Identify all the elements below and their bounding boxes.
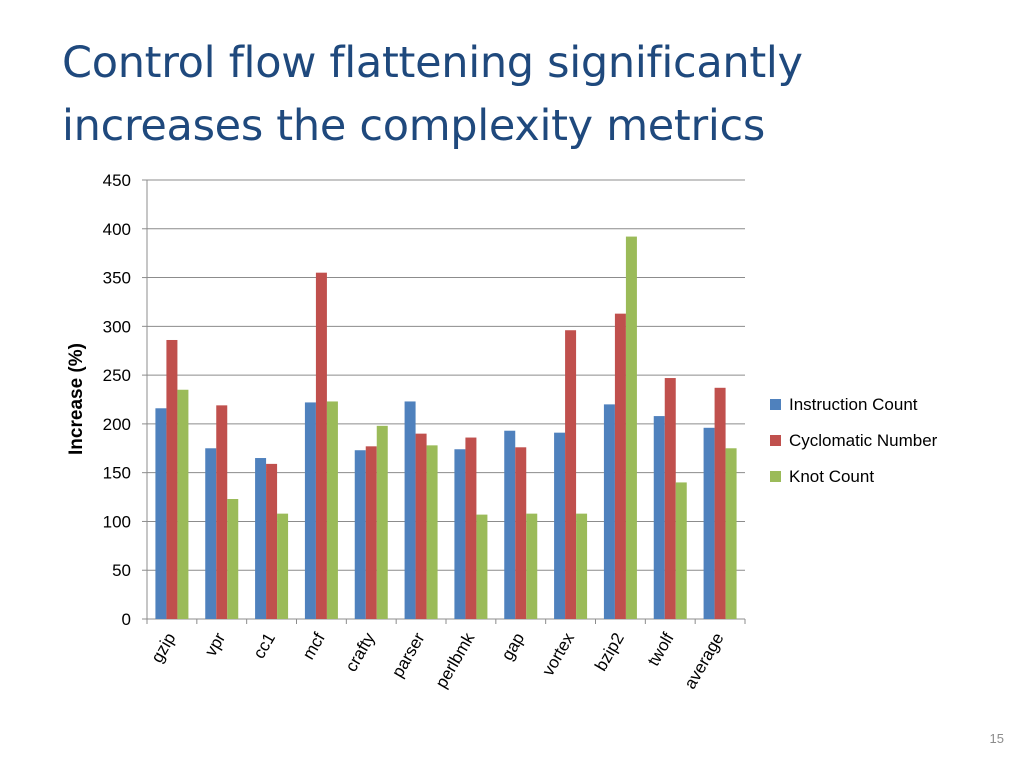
bar-cyclomatic-number-crafty <box>365 446 377 619</box>
bar-cyclomatic-number-perlbmk <box>465 437 477 619</box>
bar-instruction-count-bzip2 <box>603 404 615 619</box>
bar-cyclomatic-number-average <box>714 387 726 619</box>
bar-instruction-count-gap <box>504 430 516 619</box>
bar-knot-count-mcf <box>326 401 338 619</box>
bar-cyclomatic-number-twolf <box>664 378 676 619</box>
slide-title-line-2: increases the complexity metrics <box>62 101 765 151</box>
bar-instruction-count-twolf <box>653 416 665 619</box>
bar-knot-count-twolf <box>675 482 687 619</box>
y-tick-label: 100 <box>103 512 131 531</box>
bar-cyclomatic-number-gap <box>515 447 527 619</box>
slide-title: Control flow flattening significantly in… <box>62 32 962 158</box>
y-tick-label: 300 <box>103 317 131 336</box>
x-category-label: vpr <box>201 629 229 659</box>
bar-cyclomatic-number-vortex <box>565 330 577 619</box>
bar-knot-count-average <box>725 448 737 619</box>
bar-cyclomatic-number-gzip <box>166 339 178 619</box>
bar-instruction-count-mcf <box>304 402 316 619</box>
legend-label: Knot Count <box>789 467 874 486</box>
bar-knot-count-gap <box>526 513 538 619</box>
y-axis-title: Increase (%) <box>66 343 87 455</box>
y-tick-label: 350 <box>103 269 131 288</box>
y-tick-label: 200 <box>103 415 131 434</box>
bar-cyclomatic-number-cc1 <box>266 463 278 619</box>
legend-label: Instruction Count <box>789 395 918 414</box>
y-tick-label: 150 <box>103 464 131 483</box>
bar-instruction-count-perlbmk <box>454 449 466 619</box>
slide-title-line-1: Control flow flattening significantly <box>62 38 803 88</box>
bar-instruction-count-vortex <box>554 432 566 619</box>
x-category-label: bzip2 <box>591 630 628 675</box>
x-category-label: average <box>680 630 727 693</box>
bar-knot-count-bzip2 <box>625 236 637 620</box>
x-category-label: mcf <box>299 629 329 662</box>
x-category-label: crafty <box>341 629 378 675</box>
y-tick-label: 250 <box>103 366 131 385</box>
bar-instruction-count-crafty <box>354 450 366 619</box>
bar-knot-count-vpr <box>227 499 239 619</box>
legend-swatch <box>770 471 781 482</box>
y-tick-label: 450 <box>103 171 131 190</box>
bar-knot-count-perlbmk <box>476 514 488 619</box>
bar-instruction-count-cc1 <box>255 458 267 619</box>
bar-cyclomatic-number-vpr <box>216 405 228 619</box>
x-category-label: cc1 <box>249 630 279 662</box>
x-category-label: vortex <box>538 629 578 679</box>
x-category-label: parser <box>388 629 429 681</box>
bar-instruction-count-vpr <box>205 448 217 619</box>
y-tick-label: 0 <box>122 610 131 629</box>
y-tick-label: 400 <box>103 220 131 239</box>
legend-swatch <box>770 435 781 446</box>
bar-instruction-count-average <box>703 427 715 619</box>
bar-knot-count-cc1 <box>277 513 289 619</box>
bar-knot-count-vortex <box>576 513 588 619</box>
bar-cyclomatic-number-parser <box>415 433 427 619</box>
bar-knot-count-gzip <box>177 389 189 619</box>
bar-instruction-count-parser <box>404 401 416 619</box>
x-category-label: gzip <box>147 630 179 667</box>
bar-knot-count-parser <box>426 445 438 619</box>
bar-cyclomatic-number-bzip2 <box>614 313 626 619</box>
bar-instruction-count-gzip <box>155 408 167 619</box>
bar-cyclomatic-number-mcf <box>315 272 327 619</box>
x-category-label: twolf <box>644 629 678 669</box>
x-category-label: gap <box>498 630 529 664</box>
y-tick-label: 50 <box>112 561 131 580</box>
page-number: 15 <box>989 731 1004 746</box>
bar-knot-count-crafty <box>376 425 388 619</box>
legend-swatch <box>770 399 781 410</box>
legend-label: Cyclomatic Number <box>789 431 938 450</box>
x-category-label: perlbmk <box>432 629 479 691</box>
